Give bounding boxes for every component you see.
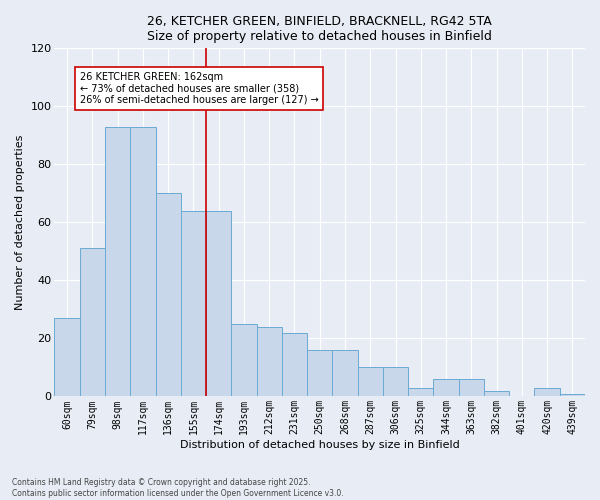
Bar [130, 126, 155, 396]
Bar [307, 350, 332, 397]
Y-axis label: Number of detached properties: Number of detached properties [15, 134, 25, 310]
Bar [560, 394, 585, 396]
Bar [408, 388, 433, 396]
Bar [383, 368, 408, 396]
Bar [535, 388, 560, 396]
Bar [55, 318, 80, 396]
Bar [232, 324, 257, 396]
Bar [155, 194, 181, 396]
Bar [358, 368, 383, 396]
Bar [181, 211, 206, 396]
Bar [206, 211, 232, 396]
Title: 26, KETCHER GREEN, BINFIELD, BRACKNELL, RG42 5TA
Size of property relative to de: 26, KETCHER GREEN, BINFIELD, BRACKNELL, … [147, 15, 492, 43]
X-axis label: Distribution of detached houses by size in Binfield: Distribution of detached houses by size … [180, 440, 460, 450]
Bar [80, 248, 105, 396]
Bar [105, 126, 130, 396]
Bar [332, 350, 358, 397]
Text: Contains HM Land Registry data © Crown copyright and database right 2025.
Contai: Contains HM Land Registry data © Crown c… [12, 478, 344, 498]
Bar [433, 379, 458, 396]
Bar [282, 332, 307, 396]
Text: 26 KETCHER GREEN: 162sqm
← 73% of detached houses are smaller (358)
26% of semi-: 26 KETCHER GREEN: 162sqm ← 73% of detach… [80, 72, 319, 104]
Bar [484, 390, 509, 396]
Bar [458, 379, 484, 396]
Bar [257, 327, 282, 396]
